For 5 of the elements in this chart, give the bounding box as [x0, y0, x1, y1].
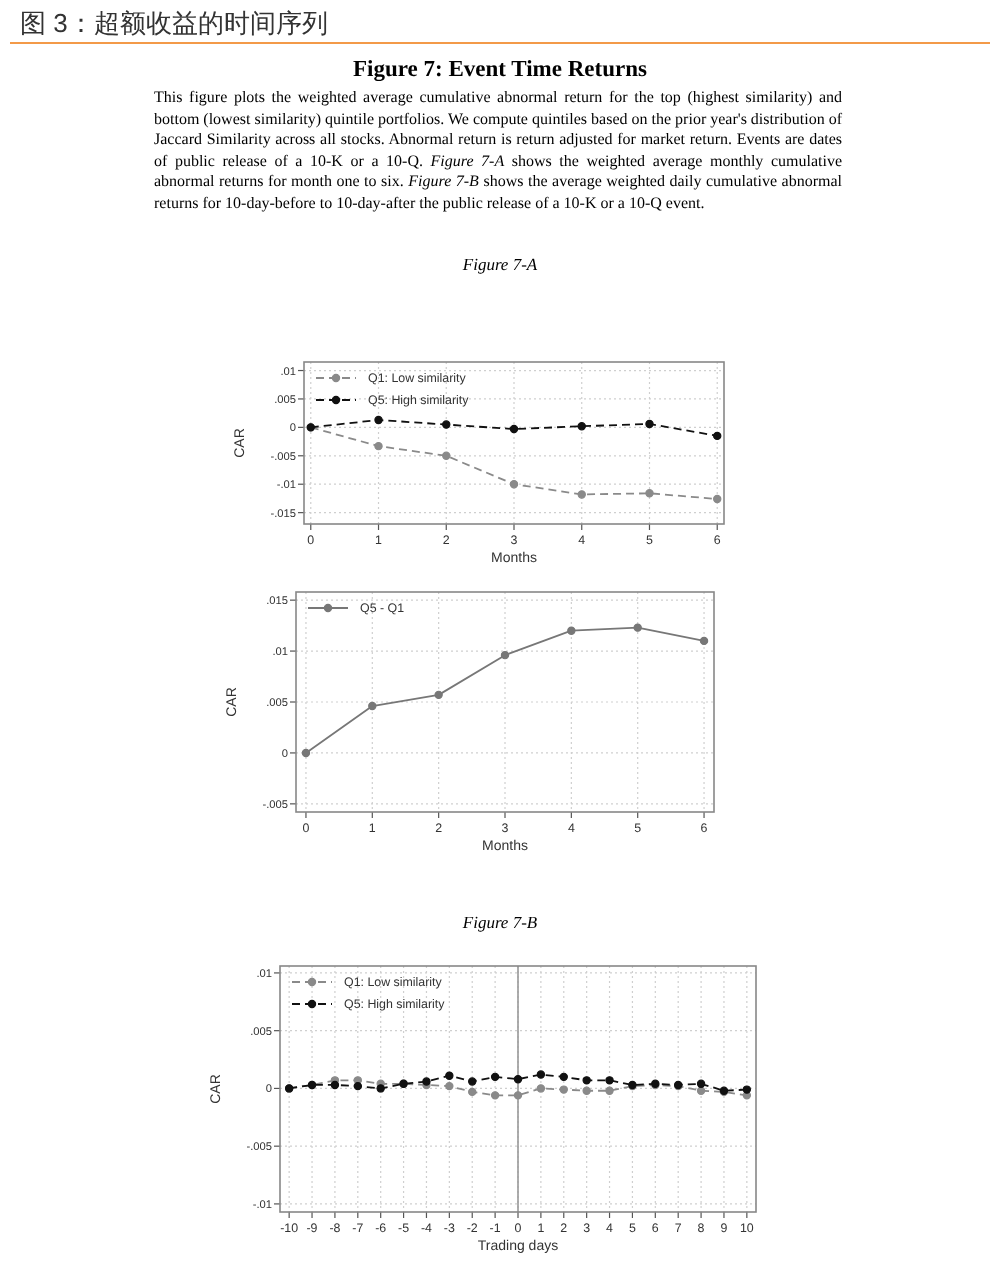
chart-title: Figure 7-A: [460, 254, 540, 274]
caption: Figure 7: Event Time Returns: [351, 58, 649, 82]
text: This figure plots the weighted average cumulative abnormal return for the top (highest similarity) and bottom (lowest similarity) quintile portfolios. We compute quintiles based on the prior year's distribution of Jaccard Similarity across all stocks. Abnormal return is return adjusted for market return. Events are dates of public release of a 10-K or a 10-Q. Figure 7-A shows the weighted average monthly cumulative abnormal returns for month one to six. Figure 7-B shows the average weighted daily cumulative abnormal returns for 10-day-before to 10-day-after the public release of a 10-K or a 10-Q event.: [154, 88, 843, 212]
chart-title: Figure 7-B: [460, 912, 540, 932]
caption: 图 3：超额收益的时间序列: [20, 6, 328, 42]
